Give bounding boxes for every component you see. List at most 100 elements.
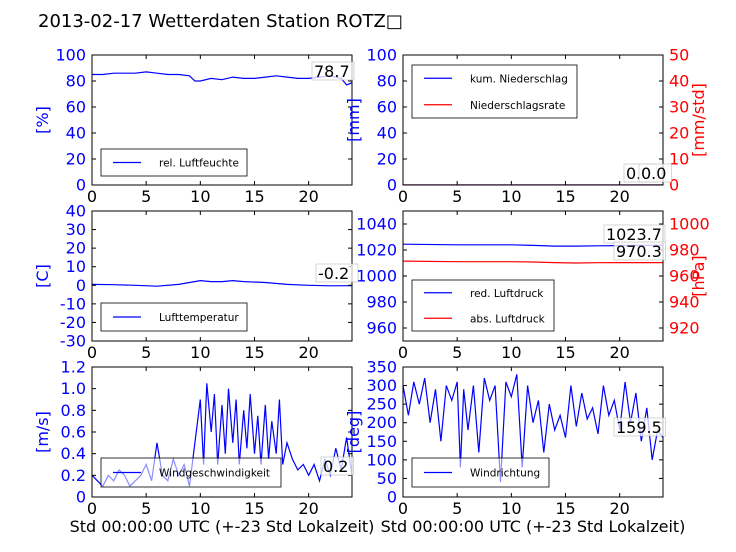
annotation-text: 1023.7 xyxy=(606,225,662,244)
x-tick-label: 10 xyxy=(190,499,210,518)
x-tick-label: 20 xyxy=(298,343,318,362)
x-tick-label: 10 xyxy=(190,343,210,362)
y-tick-label: 0 xyxy=(76,276,86,295)
y-tick-label: 20 xyxy=(377,150,397,169)
x-tick-label: 20 xyxy=(298,499,318,518)
y-tick-label: 80 xyxy=(377,72,397,91)
y-right-tick-label: 50 xyxy=(669,46,689,65)
legend-entry: abs. Luftdruck xyxy=(470,313,546,325)
y-tick-label: 1040 xyxy=(356,215,397,234)
legend-humidity: rel. Luftfeuchte xyxy=(100,148,248,177)
y-right-tick-label: 0 xyxy=(669,176,679,195)
x-axis-label: Std 00:00:00 UTC (+-23 Std Lokalzeit) xyxy=(381,517,686,536)
y-axis-label: [%] xyxy=(33,106,52,134)
y-tick-label: 30 xyxy=(66,220,86,239)
y-tick-label: 250 xyxy=(366,395,397,414)
x-axis-label: Std 00:00:00 UTC (+-23 Std Lokalzeit) xyxy=(70,517,375,536)
y-axis-label: [C] xyxy=(33,264,52,288)
axes-frame-humidity xyxy=(91,54,353,186)
legend-precipitation: kum. Niederschlag Niederschlagsrate xyxy=(411,64,578,119)
y-tick-label: 100 xyxy=(366,46,397,65)
x-tick-label: 0 xyxy=(398,343,408,362)
y-tick-label: 10 xyxy=(66,257,86,276)
x-tick-label: 5 xyxy=(141,187,151,206)
y-right-tick-label: 960 xyxy=(669,267,700,286)
y-tick-label: 60 xyxy=(66,98,86,117)
legend-windspeed: Windgeschwindigkeit xyxy=(100,457,282,488)
x-tick-label: 0 xyxy=(398,187,408,206)
value-annotation: 1023.7 xyxy=(603,224,666,244)
y-right-tick-label: 980 xyxy=(669,241,700,260)
y-axis-label: [mm] xyxy=(344,98,363,142)
x-tick-label: 0 xyxy=(87,343,97,362)
x-tick-label: 10 xyxy=(501,187,521,206)
legend-entry: kum. Niederschlag xyxy=(470,73,568,85)
series-line-pressure-1 xyxy=(403,260,663,264)
value-annotation: 0.0 xyxy=(638,163,672,183)
annotation-text: 0.0 xyxy=(641,164,666,183)
annotation-box xyxy=(638,163,672,183)
legend-entry: rel. Luftfeuchte xyxy=(159,158,239,170)
y-tick-label: 60 xyxy=(377,98,397,117)
x-tick-label: 15 xyxy=(244,187,264,206)
x-tick-label: 15 xyxy=(555,499,575,518)
y-axis-label: [m/s] xyxy=(33,411,52,453)
x-tick-label: 20 xyxy=(609,187,629,206)
x-tick-label: 5 xyxy=(452,499,462,518)
annotation-box xyxy=(315,263,359,283)
x-tick-label: 15 xyxy=(244,343,264,362)
y-tick-label: 0.2 xyxy=(61,466,86,485)
legend-temperature: Lufttemperatur xyxy=(100,302,248,332)
y-tick-label: 1000 xyxy=(356,267,397,286)
y-tick-label: 0 xyxy=(76,176,86,195)
legend-entry: Windgeschwindigkeit xyxy=(159,468,270,480)
chart-temperature: 0 5 10 15 20-30-20-10010203040[C]Lufttempera… xyxy=(33,202,359,362)
x-tick-label: 5 xyxy=(141,499,151,518)
x-tick-label: 15 xyxy=(244,499,264,518)
y-tick-label: 40 xyxy=(66,202,86,221)
x-tick-label: 10 xyxy=(501,343,521,362)
y-tick-label: 350 xyxy=(366,358,397,377)
y-tick-label: 1020 xyxy=(356,241,397,260)
value-annotation: 0.2 xyxy=(320,456,354,476)
value-annotation: -0.2 xyxy=(315,263,359,283)
x-tick-label: 0 xyxy=(87,187,97,206)
y-tick-label: 0.6 xyxy=(61,423,86,442)
legend-box xyxy=(411,279,555,332)
chart-pressure: 0 5 10 15 20 960 980 1000 1020 1040 920 940 960 980 10… xyxy=(356,210,710,362)
y-tick-label: 20 xyxy=(66,150,86,169)
y-tick-label: 0 xyxy=(76,488,86,507)
y-tick-label: 100 xyxy=(366,450,397,469)
annotation-text: 970.3 xyxy=(616,242,662,261)
figure-title: 2013-02-17 Wetterdaten Station ROTZ□ xyxy=(38,11,403,32)
y-right-tick-label: 1000 xyxy=(669,215,710,234)
y-tick-label: -30 xyxy=(60,332,86,351)
value-annotation: 970.3 xyxy=(613,241,666,261)
value-annotation: 78.7 xyxy=(311,61,355,81)
x-tick-label: 5 xyxy=(141,343,151,362)
y-right-tick-label: 10 xyxy=(669,150,689,169)
y-tick-label: 20 xyxy=(66,239,86,258)
value-annotation: 159.5 xyxy=(613,417,666,437)
x-tick-label: 15 xyxy=(555,187,575,206)
y-right-axis-label: [mm/std] xyxy=(689,83,708,157)
legend-box xyxy=(100,302,248,332)
y-right-tick-label: 30 xyxy=(669,98,689,117)
series-line-temperature-0 xyxy=(92,279,352,287)
legend-winddirection: Windrichtung xyxy=(411,457,550,488)
annotation-text: 78.7 xyxy=(314,62,350,81)
x-tick-label: 10 xyxy=(190,187,210,206)
y-tick-label: 1.2 xyxy=(61,358,86,377)
legend-entry: Niederschlagsrate xyxy=(470,100,565,112)
annotation-box xyxy=(613,241,666,261)
y-tick-label: 980 xyxy=(366,293,397,312)
y-tick-label: 40 xyxy=(377,124,397,143)
y-right-axis-label: [hPa] xyxy=(689,255,708,296)
x-tick-label: 20 xyxy=(298,187,318,206)
y-right-tick-label: 20 xyxy=(669,124,689,143)
